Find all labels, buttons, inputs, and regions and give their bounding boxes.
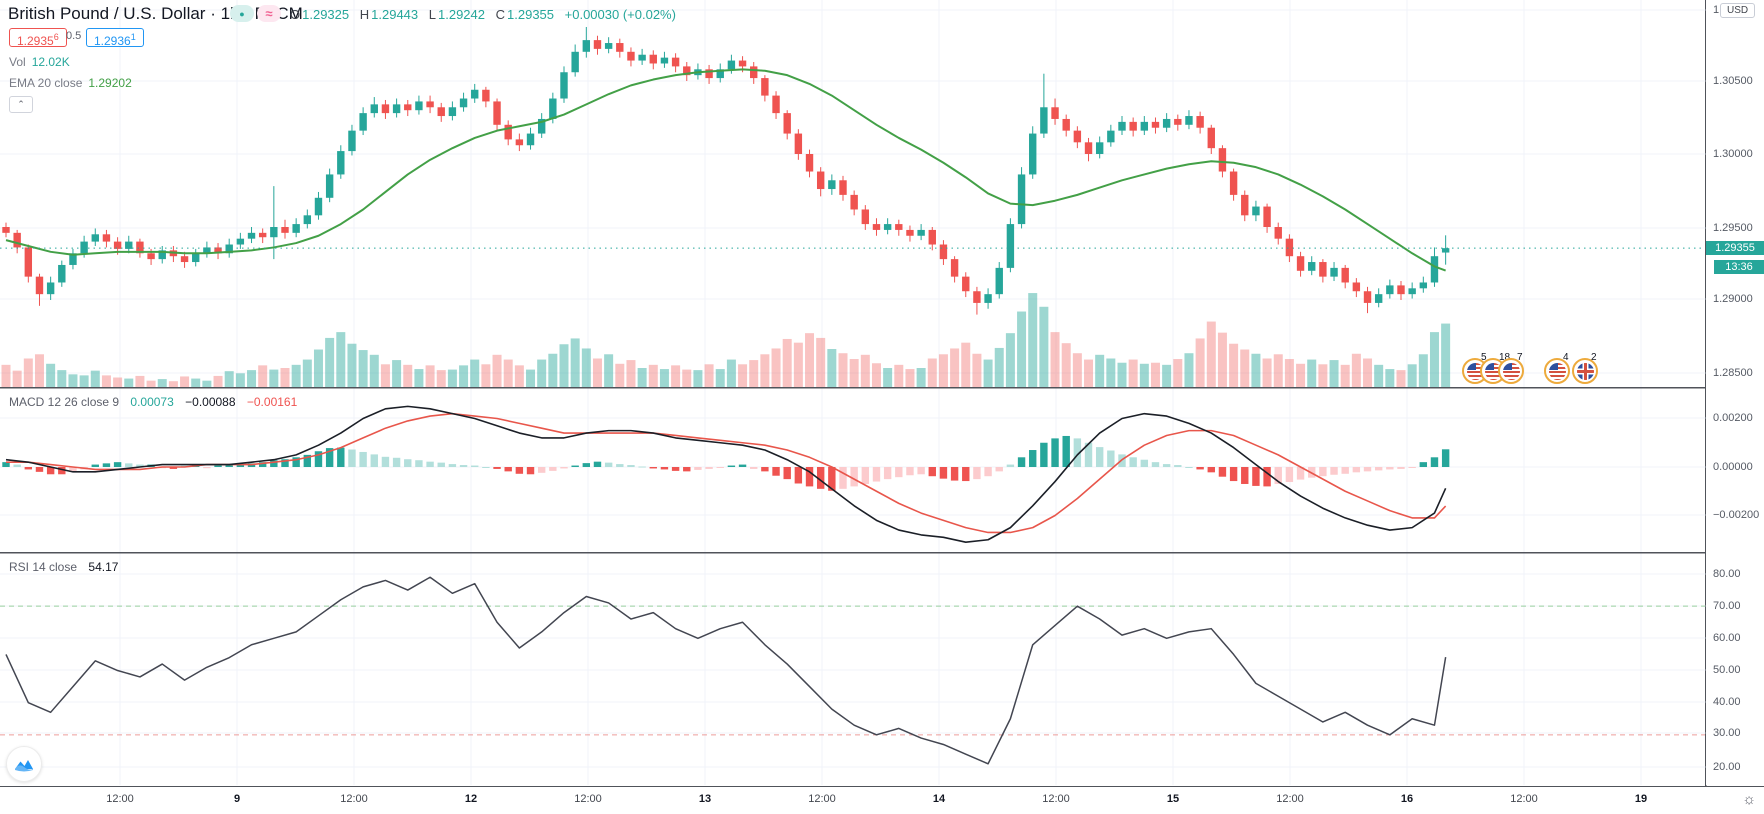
ema-legend[interactable]: EMA 20 close 1.29202 <box>9 76 132 90</box>
event-count: 18 <box>1499 352 1511 363</box>
rsi-title: RSI 14 close <box>9 560 78 574</box>
axis-price-label: 30.00 <box>1713 727 1741 739</box>
economic-event-badge[interactable]: 4 <box>1544 352 1570 384</box>
time-axis-label: 14 <box>932 793 946 805</box>
us-flag-icon <box>1466 362 1484 380</box>
time-axis-label: 12:00 <box>1276 793 1304 805</box>
axis-price-label: 1.30500 <box>1713 75 1753 87</box>
chevron-up-icon: ⌃ <box>17 99 25 109</box>
time-axis-label: 9 <box>233 793 241 805</box>
mountain-chart-icon <box>15 760 33 772</box>
close-value: 1.29355 <box>507 7 555 22</box>
market-status-icon[interactable]: ● <box>230 5 254 22</box>
symbol-title[interactable]: British Pound / U.S. Dollar · 1h · FXCM <box>8 4 303 23</box>
volume-legend[interactable]: Vol 12.02K <box>9 55 70 69</box>
time-axis-label: 13 <box>698 793 712 805</box>
high-label: H <box>359 7 370 22</box>
ema-value: 1.29202 <box>88 76 132 90</box>
bid-price: 1.2935 <box>17 34 54 48</box>
ask-price: 1.2936 <box>94 34 131 48</box>
macd-title: MACD 12 26 close 9 <box>9 395 120 409</box>
event-count: 5 <box>1481 352 1487 363</box>
macd-signal-value: −0.00161 <box>246 395 298 409</box>
buy-ask-button[interactable]: 1.29361 <box>86 28 144 48</box>
time-axis-label: 16 <box>1400 793 1414 805</box>
time-axis-label: 12:00 <box>1042 793 1070 805</box>
axis-price-label: 20.00 <box>1713 761 1741 773</box>
economic-event-badge[interactable]: 2 <box>1572 352 1598 384</box>
axis-price-label: 50.00 <box>1713 664 1741 676</box>
axis-price-label: 1.30000 <box>1713 148 1753 160</box>
bar-countdown-badge: 13:36 <box>1714 260 1764 274</box>
change-value: +0.00030 (+0.02%) <box>564 7 676 22</box>
volume-label: Vol <box>9 55 26 69</box>
event-count: 7 <box>1517 352 1523 363</box>
gb-flag-icon <box>1576 362 1594 380</box>
us-flag-icon <box>1548 362 1566 380</box>
time-axis-label: 12 <box>464 793 478 805</box>
axis-price-label: 1.29500 <box>1713 222 1753 234</box>
macd-legend[interactable]: MACD 12 26 close 9 0.00073 −0.00088 −0.0… <box>9 395 297 409</box>
volume-value: 12.02K <box>31 55 70 69</box>
axis-settings-icon[interactable]: ☼ <box>1742 791 1756 808</box>
axis-price-label: 1.29000 <box>1713 293 1753 305</box>
axis-price-label: 60.00 <box>1713 632 1741 644</box>
close-label: C <box>495 7 506 22</box>
macd-line-value: −0.00088 <box>185 395 236 409</box>
time-axis[interactable]: ☼ 12:00 9 12:00 12 12:00 13 12:00 14 12:00 15 12:0… <box>0 786 1764 814</box>
last-price-badge: 1.29355 <box>1706 241 1764 255</box>
axis-price-label: 0.00000 <box>1713 461 1753 473</box>
ask-pip: 1 <box>130 32 136 42</box>
axis-price-label: 70.00 <box>1713 600 1741 612</box>
sell-bid-button[interactable]: 1.29356 <box>9 28 67 48</box>
time-axis-label: 12:00 <box>340 793 368 805</box>
open-value: 1.29325 <box>302 7 350 22</box>
ema-label: EMA 20 close <box>9 76 83 90</box>
rsi-legend[interactable]: RSI 14 close 54.17 <box>9 560 118 574</box>
ohlc-readout: O 1.29325 H 1.29443 L 1.29242 C 1.29355 +0.0… <box>290 7 676 22</box>
time-axis-label: 19 <box>1634 793 1648 805</box>
high-value: 1.29443 <box>371 7 419 22</box>
axis-price-label: 0.00200 <box>1713 412 1753 424</box>
time-axis-label: 12:00 <box>106 793 134 805</box>
axis-price-label: 40.00 <box>1713 696 1741 708</box>
open-label: O <box>290 7 301 22</box>
us-flag-icon <box>1484 362 1502 380</box>
chart-logo-button[interactable] <box>6 746 42 782</box>
axis-price-label: 80.00 <box>1713 568 1741 580</box>
currency-toggle-button[interactable]: USD <box>1720 3 1756 18</box>
collapse-legend-button[interactable]: ⌃ <box>9 96 33 113</box>
event-count: 4 <box>1563 352 1569 363</box>
low-label: L <box>428 7 436 22</box>
economic-event-badge[interactable]: 7 <box>1498 352 1524 384</box>
delayed-data-icon[interactable]: ≈ <box>257 5 281 22</box>
time-axis-label: 15 <box>1166 793 1180 805</box>
spread-value: 0.5 <box>66 30 82 42</box>
rsi-value: 54.17 <box>88 560 119 574</box>
macd-hist-value: 0.00073 <box>130 395 174 409</box>
price-axis[interactable]: USD 1.29355 13:36 1.310001.305001.300001… <box>1706 0 1764 785</box>
event-count: 2 <box>1591 352 1597 363</box>
low-value: 1.29242 <box>438 7 485 22</box>
time-axis-label: 12:00 <box>574 793 602 805</box>
axis-price-label: 1.28500 <box>1713 367 1753 379</box>
wave-icon: ≈ <box>265 6 273 21</box>
us-flag-icon <box>1502 362 1520 380</box>
time-axis-label: 12:00 <box>808 793 836 805</box>
time-axis-label: 12:00 <box>1510 793 1538 805</box>
dot-icon: ● <box>239 8 245 19</box>
axis-price-label: −0.00200 <box>1713 509 1760 521</box>
bid-pip: 6 <box>53 32 59 42</box>
